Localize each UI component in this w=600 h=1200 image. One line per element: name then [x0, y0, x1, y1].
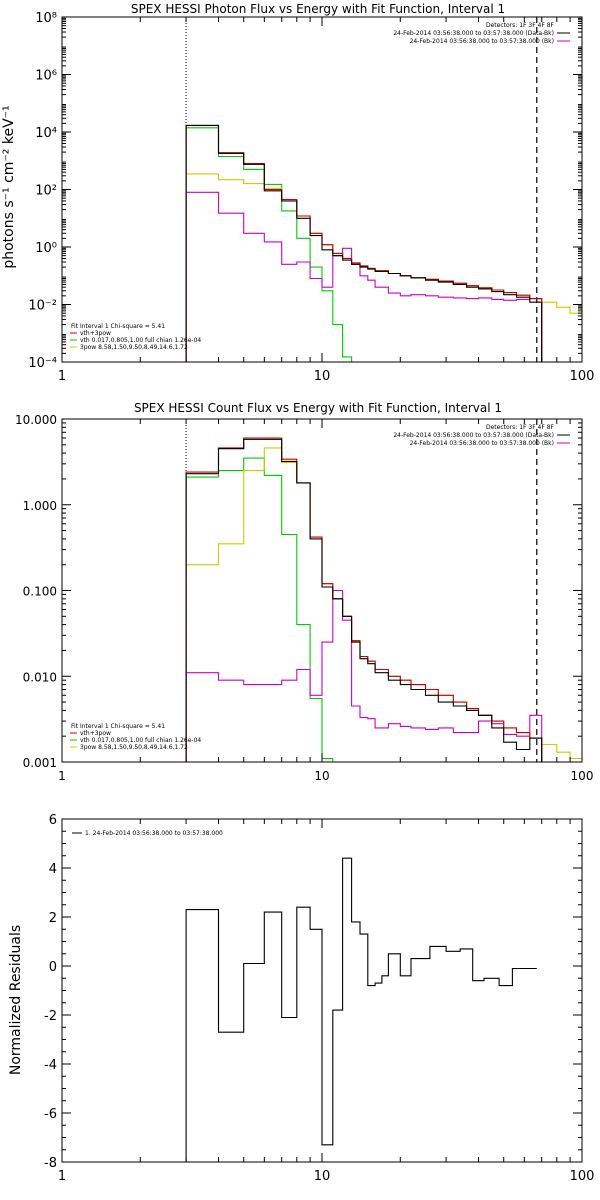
legend-fit-entry: vth 0.017,0.805,1.00 full chian 1.26e-04 — [80, 337, 201, 344]
y-tick-label: 0 — [49, 960, 57, 975]
y-tick-label: 10⁻² — [28, 299, 57, 314]
photon-flux-panel: SPEX HESSI Photon Flux vs Energy with Fi… — [1, 2, 594, 384]
series-vth — [185, 127, 353, 362]
y-tick-label: 1.000 — [23, 499, 57, 513]
legend-fit-entry: vth+3pow — [80, 730, 111, 737]
y-tick-label: 2 — [49, 911, 57, 926]
legend-top-entry: 24-Feb-2014 03:56:38.000 to 03:57:38.000… — [410, 440, 554, 447]
y-tick-label: 10⁰ — [35, 241, 57, 256]
legend-fit-entry: Fit Interval 1 Chi-square = 5.41 — [71, 723, 165, 730]
y-tick-label: 0.100 — [23, 585, 57, 599]
y-tick-label: 10⁸ — [35, 11, 57, 26]
y-tick-label: 10.000 — [15, 413, 57, 427]
legend-fit-entry: vth+3pow — [80, 330, 111, 337]
x-tick-label: 1 — [58, 369, 66, 384]
residuals-panel: Normalized Residuals 1 10 100 -8 -6 -4 -2 0 2 4 6 1… — [8, 813, 594, 1184]
y-tick-label: 6 — [49, 813, 57, 828]
residuals-ylabel: Normalized Residuals — [8, 925, 24, 1075]
series-bk — [185, 191, 543, 362]
series-1-24-feb-2014-035638000-to-035738000 — [185, 857, 537, 1162]
y-tick-label: 10² — [35, 184, 57, 199]
legend-fit-entry: 3pow 8.58,1.50,9.50,8.49,14.6,1.72 — [80, 744, 188, 751]
legend-top-entry: Detectors: 1F 3F 4F 8F — [486, 22, 555, 29]
legend-fit-entry: vth 0.017,0.805,1.00 full chian 1.26e-04 — [80, 737, 201, 744]
y-tick-label: 0.001 — [23, 756, 57, 770]
x-tick-label: 100 — [570, 369, 595, 384]
y-tick-label: 10⁻⁴ — [28, 356, 57, 371]
y-tick-label: 0.010 — [23, 670, 57, 684]
x-tick-label: 1 — [58, 1169, 66, 1184]
legend-fit-entry: Fit Interval 1 Chi-square = 5.41 — [71, 323, 165, 330]
x-tick-label: 100 — [570, 1169, 595, 1184]
legend-top-entry: 24-Feb-2014 03:56:38.000 to 03:57:38.000… — [393, 432, 554, 439]
legend-top-entry: 1. 24-Feb-2014 03:56:38.000 to 03:57:38.… — [85, 830, 223, 837]
legend-fit-entry: 3pow 8.58,1.50,9.50,8.49,14.6,1.72 — [80, 344, 188, 351]
series-data-bk — [185, 124, 543, 362]
legend-top-entry: Detectors: 1F 3F 4F 8F — [486, 424, 555, 431]
y-tick-label: 4 — [49, 862, 57, 877]
legend-top-entry: 24-Feb-2014 03:56:38.000 to 03:57:38.000… — [410, 38, 554, 45]
x-tick-label: 10 — [314, 1169, 331, 1184]
x-tick-label: 10 — [314, 369, 331, 384]
y-tick-label: 10⁴ — [35, 126, 57, 141]
legend-top-entry: 24-Feb-2014 03:56:38.000 to 03:57:38.000… — [393, 30, 554, 37]
photon-flux-title: SPEX HESSI Photon Flux vs Energy with Fi… — [131, 2, 505, 16]
count-flux-title: SPEX HESSI Count Flux vs Energy with Fit… — [134, 401, 502, 415]
plot-area — [185, 437, 582, 762]
y-tick-label: -2 — [44, 1009, 57, 1024]
plot-area — [185, 124, 582, 362]
series-data-bk — [185, 438, 543, 762]
y-tick-label: -6 — [44, 1107, 57, 1122]
y-tick-label: 10⁶ — [35, 69, 57, 84]
y-tick-label: -8 — [44, 1156, 57, 1171]
x-tick-label: 100 — [571, 769, 594, 783]
photon-flux-ylabel: photons s⁻¹ cm⁻² keV⁻¹ — [1, 105, 17, 268]
plot-area — [185, 857, 537, 1162]
x-tick-label: 10 — [314, 769, 329, 783]
count-flux-panel: SPEX HESSI Count Flux vs Energy with Fit… — [15, 401, 593, 783]
y-tick-label: -4 — [44, 1058, 57, 1073]
x-tick-label: 1 — [58, 769, 66, 783]
